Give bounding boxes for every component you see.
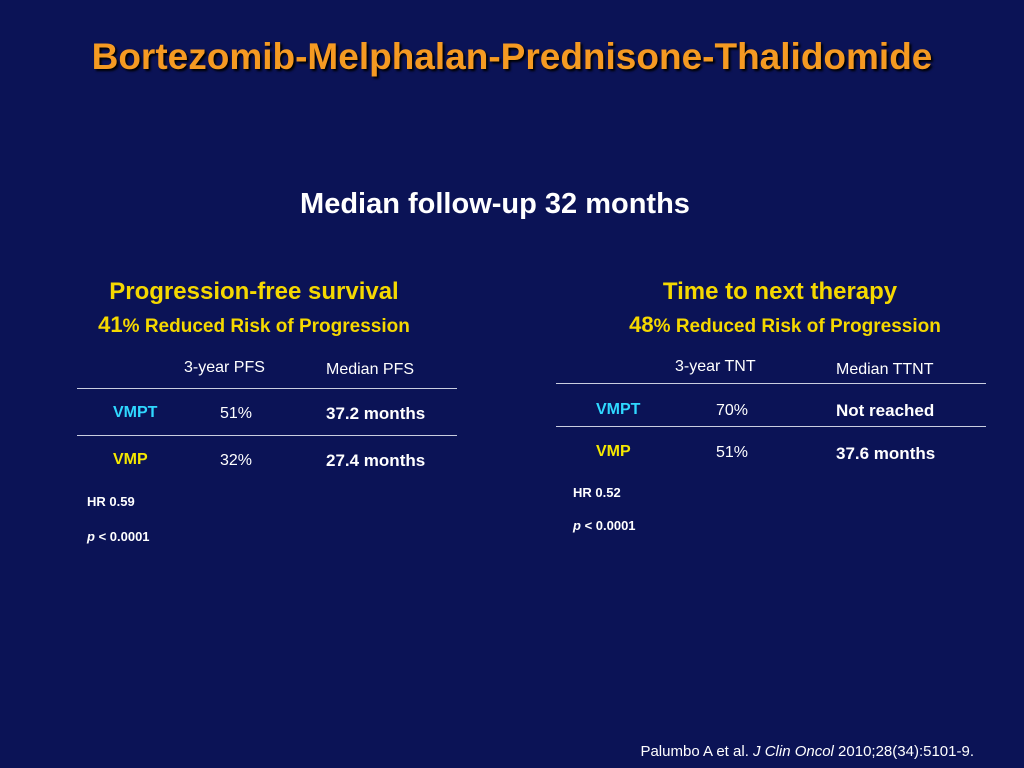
pfs-row-vmpt-arm: VMPT [113, 404, 158, 421]
ttnt-heading: Time to next therapy [662, 278, 898, 305]
pfs-row-vmpt-median: 37.2 months [326, 404, 426, 423]
citation-authors: Palumbo A et al. [640, 743, 754, 760]
ttnt-p-number: < 0.0001 [580, 518, 636, 533]
slide-title: Bortezomib-Melphalan-Prednisone-Thalidom… [91, 36, 933, 77]
pfs-hazard-ratio: HR 0.59 [87, 494, 135, 509]
ttnt-col-header-rate: 3-year TNT [675, 358, 756, 375]
ttnt-reduction-number: 48 [629, 312, 654, 337]
citation-details: 2010;28(34):5101-9. [833, 743, 974, 760]
ttnt-reduction-text: % Reduced Risk of Progression [653, 316, 941, 337]
pfs-p-value: p < 0.0001 [87, 529, 150, 544]
ttnt-row-vmpt-median: Not reached [836, 401, 935, 420]
pfs-header-divider [77, 388, 457, 389]
ttnt-row-vmp-median: 37.6 months [836, 444, 936, 463]
pfs-heading: Progression-free survival [109, 278, 399, 305]
pfs-row-vmp-arm: VMP [113, 451, 148, 468]
slide-subtitle: Median follow-up 32 months [300, 188, 690, 220]
pfs-row-vmp-rate: 32% [220, 452, 253, 469]
ttnt-row-vmpt-rate: 70% [716, 402, 749, 419]
ttnt-p-value: p < 0.0001 [573, 518, 636, 533]
citation: Palumbo A et al. J Clin Oncol 2010;28(34… [640, 743, 974, 760]
ttnt-hazard-ratio: HR 0.52 [573, 485, 621, 500]
pfs-reduction-text: % Reduced Risk of Progression [122, 316, 410, 337]
pfs-col-header-rate: 3-year PFS [184, 359, 265, 376]
pfs-row-vmpt-rate: 51% [220, 405, 253, 422]
pfs-p-number: < 0.0001 [94, 529, 150, 544]
pfs-col-header-median: Median PFS [326, 361, 415, 378]
ttnt-p-label: p [573, 518, 581, 533]
pfs-reduction-number: 41 [98, 312, 123, 337]
ttnt-row-vmpt-arm: VMPT [596, 401, 641, 418]
ttnt-row-vmp-rate: 51% [716, 444, 749, 461]
ttnt-col-header-median: Median TTNT [836, 361, 934, 378]
pfs-p-label: p [87, 529, 95, 544]
pfs-row-divider [77, 435, 457, 436]
pfs-reduction: 41% Reduced Risk of Progression [54, 312, 454, 338]
ttnt-reduction: 48% Reduced Risk of Progression [585, 312, 985, 338]
ttnt-row-vmp-arm: VMP [596, 443, 631, 460]
pfs-row-vmp-median: 27.4 months [326, 451, 426, 470]
ttnt-row-divider [556, 426, 986, 427]
ttnt-header-divider [556, 383, 986, 384]
citation-journal: J Clin Oncol [753, 743, 834, 760]
